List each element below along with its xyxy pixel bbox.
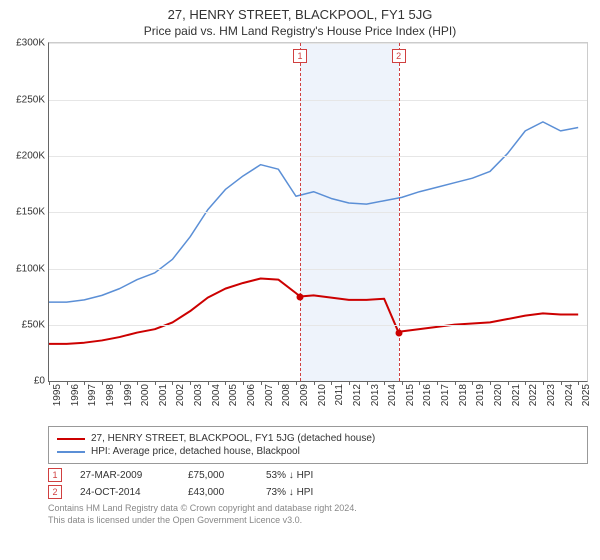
x-axis-tick-label: 2007: [264, 384, 275, 406]
x-axis-tick-label: 2022: [528, 384, 539, 406]
event-marker: 2: [392, 49, 406, 63]
x-axis-tick-label: 2024: [564, 384, 575, 406]
x-axis-tick-label: 2016: [422, 384, 433, 406]
x-axis-tick-label: 2003: [193, 384, 204, 406]
chart-container: 27, HENRY STREET, BLACKPOOL, FY1 5JG Pri…: [0, 0, 600, 560]
x-axis-tick-label: 2009: [299, 384, 310, 406]
sale-row: 1 27-MAR-2009 £75,000 53% ↓ HPI: [48, 468, 588, 482]
x-axis-tick-label: 2005: [228, 384, 239, 406]
series-line-price_paid: [49, 279, 578, 344]
y-axis-tick-label: £150K: [16, 207, 45, 218]
x-axis-tick-label: 2023: [546, 384, 557, 406]
legend-label: 27, HENRY STREET, BLACKPOOL, FY1 5JG (de…: [91, 433, 375, 444]
x-axis-tick-label: 2015: [405, 384, 416, 406]
x-axis-tick-label: 2004: [211, 384, 222, 406]
gridline: [49, 43, 587, 44]
x-axis-tick-label: 2010: [317, 384, 328, 406]
sales-table: 1 27-MAR-2009 £75,000 53% ↓ HPI 2 24-OCT-2014…: [48, 468, 588, 499]
sale-price: £43,000: [188, 487, 248, 498]
chart-subtitle: Price paid vs. HM Land Registry's House …: [0, 24, 600, 42]
sale-date: 27-MAR-2009: [80, 470, 170, 481]
x-axis-tick-label: 2000: [140, 384, 151, 406]
y-axis-tick-label: £50K: [22, 319, 45, 330]
sale-marker: 2: [48, 485, 62, 499]
gridline: [49, 269, 587, 270]
y-axis-tick-label: £200K: [16, 150, 45, 161]
legend-item: HPI: Average price, detached house, Blac…: [57, 446, 579, 457]
gridline: [49, 156, 587, 157]
x-axis-tick-label: 1999: [123, 384, 134, 406]
gridline: [49, 325, 587, 326]
y-axis-tick-label: £100K: [16, 263, 45, 274]
legend-item: 27, HENRY STREET, BLACKPOOL, FY1 5JG (de…: [57, 433, 579, 444]
x-axis-tick-label: 1998: [105, 384, 116, 406]
footer-line: This data is licensed under the Open Gov…: [48, 515, 588, 527]
x-axis-tick-label: 2025: [581, 384, 592, 406]
event-vline: [300, 43, 301, 381]
event-marker: 1: [293, 49, 307, 63]
footer-attribution: Contains HM Land Registry data © Crown c…: [48, 503, 588, 526]
legend: 27, HENRY STREET, BLACKPOOL, FY1 5JG (de…: [48, 426, 588, 464]
legend-swatch: [57, 451, 85, 453]
sale-date: 24-OCT-2014: [80, 487, 170, 498]
y-axis-tick-label: £250K: [16, 94, 45, 105]
x-axis-tick-label: 2002: [175, 384, 186, 406]
x-axis-tick-label: 2020: [493, 384, 504, 406]
gridline: [49, 212, 587, 213]
footer-line: Contains HM Land Registry data © Crown c…: [48, 503, 588, 515]
y-axis-tick-label: £0: [34, 376, 45, 387]
x-axis-tick-label: 1995: [52, 384, 63, 406]
sale-dot: [395, 329, 402, 336]
x-axis-tick-label: 2021: [511, 384, 522, 406]
x-axis-tick-label: 1997: [87, 384, 98, 406]
chart-title: 27, HENRY STREET, BLACKPOOL, FY1 5JG: [0, 0, 600, 24]
x-axis-tick-label: 2019: [475, 384, 486, 406]
x-axis-tick-label: 2017: [440, 384, 451, 406]
x-axis-tick-label: 2006: [246, 384, 257, 406]
x-axis-tick-label: 2001: [158, 384, 169, 406]
sale-row: 2 24-OCT-2014 £43,000 73% ↓ HPI: [48, 485, 588, 499]
sale-dot: [297, 293, 304, 300]
x-axis-tick-label: 2014: [387, 384, 398, 406]
x-axis-tick-label: 2008: [281, 384, 292, 406]
sale-pct: 53% ↓ HPI: [266, 470, 346, 481]
x-axis-tick-label: 2011: [334, 384, 345, 406]
x-axis-tick-label: 2012: [352, 384, 363, 406]
y-axis-tick-label: £300K: [16, 38, 45, 49]
sale-pct: 73% ↓ HPI: [266, 487, 346, 498]
legend-swatch: [57, 438, 85, 440]
sale-price: £75,000: [188, 470, 248, 481]
gridline: [49, 100, 587, 101]
x-axis-labels: 1995 1996 1997 1998 1999 2000 2001 2002 2003 2004…: [48, 382, 588, 422]
x-axis-tick-label: 1996: [70, 384, 81, 406]
sale-marker: 1: [48, 468, 62, 482]
legend-label: HPI: Average price, detached house, Blac…: [91, 446, 300, 457]
x-axis-tick-label: 2018: [458, 384, 469, 406]
x-axis-tick-label: 2013: [370, 384, 381, 406]
chart-plot-area: £0£50K£100K£150K£200K£250K£300K12: [48, 42, 588, 382]
